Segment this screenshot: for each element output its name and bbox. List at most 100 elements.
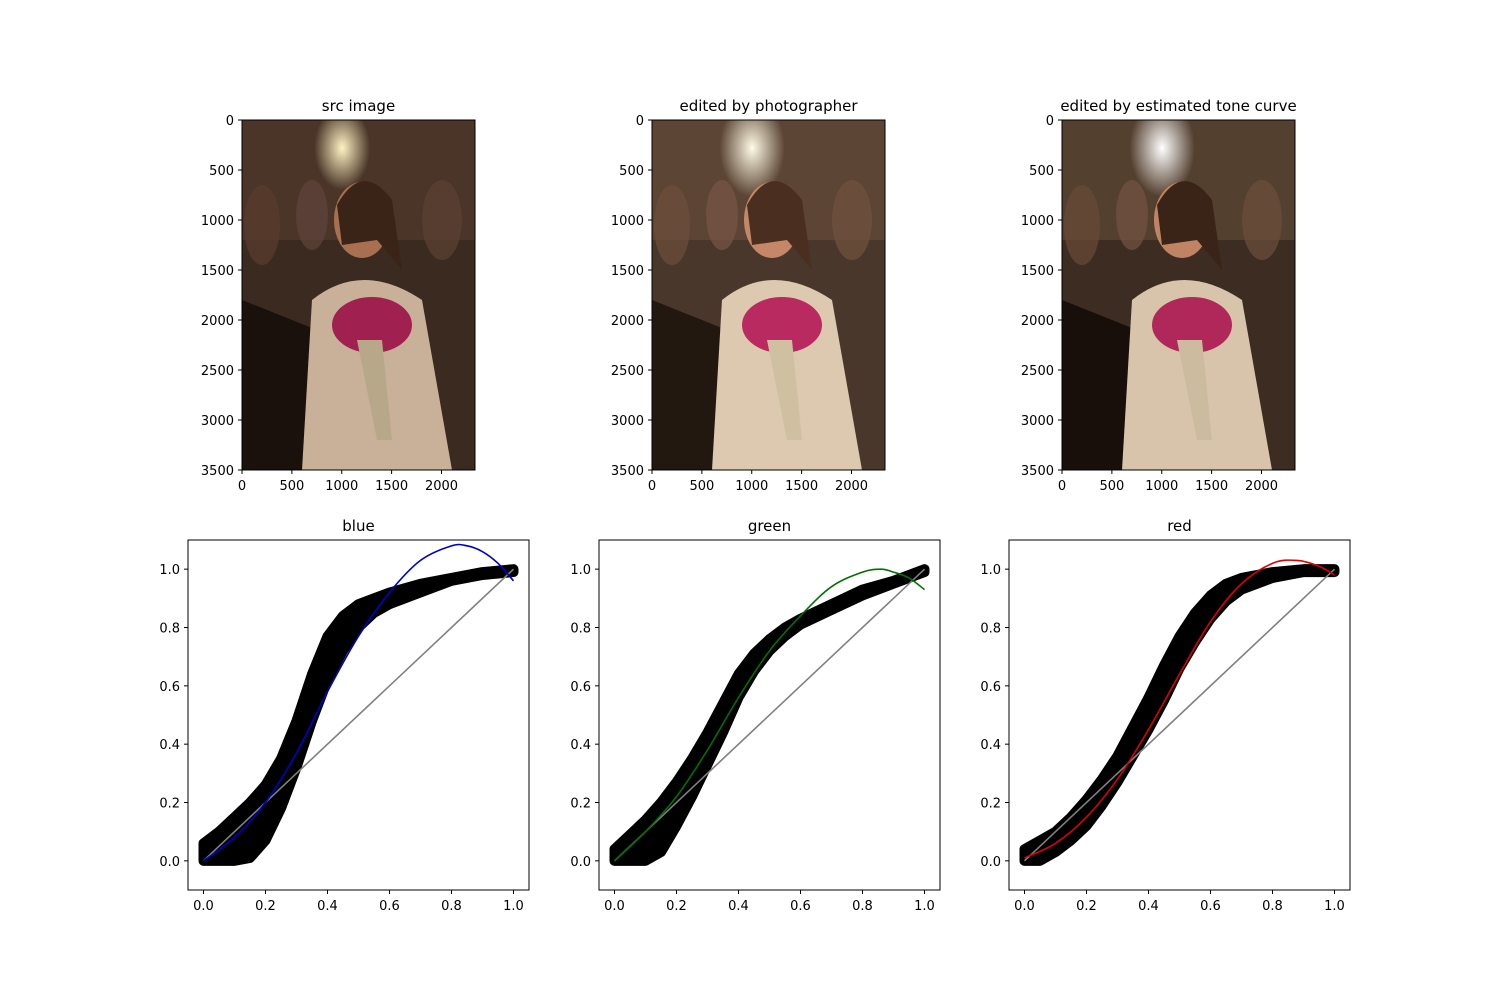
y-tick-label: 3000 bbox=[611, 414, 644, 429]
y-tick-label: 0 bbox=[226, 114, 234, 129]
y-tick-label: 0.2 bbox=[570, 797, 591, 812]
y-tick-label: 0.6 bbox=[159, 680, 180, 695]
y-tick-label: 0.0 bbox=[570, 855, 591, 870]
y-tick-label: 2500 bbox=[201, 364, 234, 379]
y-tick-label: 2500 bbox=[611, 364, 644, 379]
y-tick-label: 3500 bbox=[611, 464, 644, 479]
image-panel-2: edited by photographer 0 500 1000 1500 20000… bbox=[611, 97, 886, 494]
y-tick-label: 3500 bbox=[1021, 464, 1054, 479]
y-tick-label: 0.4 bbox=[159, 738, 180, 753]
x-tick-label: 500 bbox=[1099, 479, 1124, 494]
x-tick-label: 1500 bbox=[375, 479, 408, 494]
x-tick-label: 1000 bbox=[735, 479, 768, 494]
photo-src bbox=[242, 120, 475, 470]
x-tick-label: 0 bbox=[648, 479, 656, 494]
plot-title: blue bbox=[342, 517, 374, 535]
x-tick-label: 1.0 bbox=[1324, 899, 1345, 914]
y-tick-label: 0.2 bbox=[159, 797, 180, 812]
photo-estimated bbox=[1062, 120, 1295, 470]
x-tick-label: 0.0 bbox=[193, 899, 214, 914]
y-tick-label: 3000 bbox=[1021, 414, 1054, 429]
y-tick-label: 1000 bbox=[1021, 214, 1054, 229]
x-tick-label: 2000 bbox=[1245, 479, 1278, 494]
x-tick-label: 1500 bbox=[785, 479, 818, 494]
y-tick-label: 0.4 bbox=[570, 738, 591, 753]
plot-area bbox=[1019, 559, 1340, 866]
plot-area bbox=[609, 564, 930, 866]
x-tick-label: 2000 bbox=[425, 479, 458, 494]
x-tick-label: 0.2 bbox=[666, 899, 687, 914]
fit-curve bbox=[203, 543, 515, 862]
y-tick-label: 0 bbox=[1046, 114, 1054, 129]
y-tick-label: 0.6 bbox=[980, 680, 1001, 695]
x-tick-label: 0.6 bbox=[790, 899, 811, 914]
y-tick-label: 3000 bbox=[201, 414, 234, 429]
x-tick-label: 500 bbox=[279, 479, 304, 494]
x-tick-label: 500 bbox=[689, 479, 714, 494]
x-tick-label: 0.6 bbox=[1200, 899, 1221, 914]
image-title-3: edited by estimated tone curve bbox=[1060, 97, 1296, 115]
y-tick-label: 0 bbox=[636, 114, 644, 129]
y-tick-label: 0.2 bbox=[980, 797, 1001, 812]
y-tick-label: 0.8 bbox=[570, 622, 591, 637]
plot-frame bbox=[1008, 539, 1351, 891]
y-tick-label: 2000 bbox=[201, 314, 234, 329]
identity-line bbox=[1023, 568, 1336, 862]
x-tick-label: 1.0 bbox=[503, 899, 524, 914]
x-tick-label: 0.8 bbox=[1262, 899, 1283, 914]
x-tick-label: 0.2 bbox=[1076, 899, 1097, 914]
x-tick-label: 1.0 bbox=[914, 899, 935, 914]
x-tick-label: 1500 bbox=[1195, 479, 1228, 494]
image-title-1: src image bbox=[322, 97, 395, 115]
y-tick-label: 500 bbox=[209, 164, 234, 179]
x-tick-label: 0.4 bbox=[1138, 899, 1159, 914]
identity-line bbox=[613, 568, 926, 862]
photo-photographer bbox=[652, 120, 885, 470]
y-tick-label: 3500 bbox=[201, 464, 234, 479]
image-axes-3: 0 500 1000 1500 2000 0 500 1000 1500 2000 2500 3000… bbox=[1021, 114, 1278, 494]
x-tick-label: 1000 bbox=[325, 479, 358, 494]
plot-area bbox=[198, 543, 519, 866]
x-tick-label: 2000 bbox=[835, 479, 868, 494]
y-tick-label: 500 bbox=[1029, 164, 1054, 179]
y-tick-label: 1500 bbox=[611, 264, 644, 279]
x-tick-label: 0.4 bbox=[728, 899, 749, 914]
y-tick-label: 2000 bbox=[1021, 314, 1054, 329]
image-panel-1: src image 0 500 1000 1500 2000 0 500 1000 1500 20… bbox=[201, 97, 476, 494]
y-tick-label: 2000 bbox=[611, 314, 644, 329]
y-tick-label: 2500 bbox=[1021, 364, 1054, 379]
x-tick-label: 0.6 bbox=[379, 899, 400, 914]
y-tick-label: 1500 bbox=[201, 264, 234, 279]
y-tick-label: 0.4 bbox=[980, 738, 1001, 753]
plot-frame bbox=[187, 539, 530, 891]
y-tick-label: 1.0 bbox=[570, 563, 591, 578]
image-axes-2: 0 500 1000 1500 2000 0 500 1000 1500 2000 2500 3000… bbox=[611, 114, 868, 494]
x-tick-label: 0.0 bbox=[1014, 899, 1035, 914]
y-tick-label: 1500 bbox=[1021, 264, 1054, 279]
y-tick-label: 0.8 bbox=[159, 622, 180, 637]
x-tick-label: 0.4 bbox=[317, 899, 338, 914]
x-tick-label: 0 bbox=[1058, 479, 1066, 494]
y-tick-label: 1.0 bbox=[980, 563, 1001, 578]
plot-frame bbox=[598, 539, 941, 891]
y-tick-label: 0.8 bbox=[980, 622, 1001, 637]
x-tick-label: 0.0 bbox=[604, 899, 625, 914]
x-tick-label: 0.8 bbox=[441, 899, 462, 914]
x-tick-label: 0 bbox=[238, 479, 246, 494]
plot-green: green 0.0 0.2 0.4 0.6 0.8 1.0 0.0 0.2 0.4 0.6 0.8 1.… bbox=[570, 517, 941, 914]
y-tick-label: 500 bbox=[619, 164, 644, 179]
plot-blue: blue 0.0 0.2 0.4 0.6 0.8 1.0 0.0 0.2 0.4 0.6 0.8 1.0 bbox=[159, 517, 530, 914]
plot-red: red 0.0 0.2 0.4 0.6 0.8 1.0 0.0 0.2 0.4 0.6 0.8 1.0 bbox=[980, 517, 1351, 914]
y-tick-label: 1000 bbox=[611, 214, 644, 229]
plot-title: red bbox=[1167, 517, 1192, 535]
fit-curve bbox=[613, 568, 925, 862]
x-tick-label: 0.2 bbox=[255, 899, 276, 914]
y-tick-label: 1.0 bbox=[159, 563, 180, 578]
plot-title: green bbox=[748, 517, 791, 535]
y-tick-label: 0.6 bbox=[570, 680, 591, 695]
x-tick-label: 1000 bbox=[1145, 479, 1178, 494]
image-title-2: edited by photographer bbox=[679, 97, 858, 115]
y-tick-label: 0.0 bbox=[159, 855, 180, 870]
image-panel-3: edited by estimated tone curve 0 500 1000 1… bbox=[1021, 97, 1297, 494]
